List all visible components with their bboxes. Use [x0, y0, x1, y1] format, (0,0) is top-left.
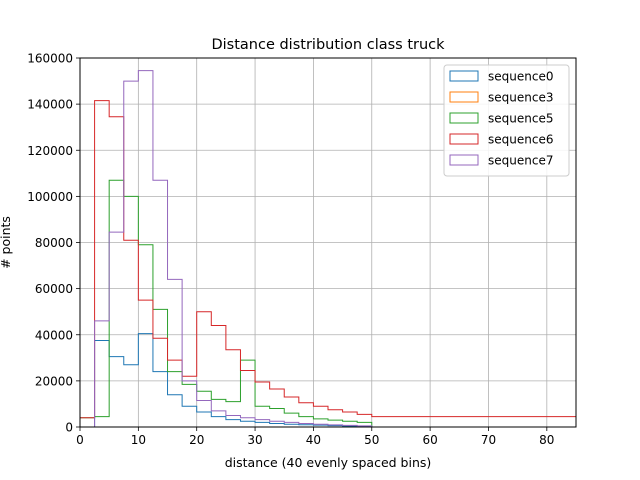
- y-tick-label-8: 160000: [27, 52, 73, 66]
- x-axis-label: distance (40 evenly spaced bins): [225, 455, 432, 470]
- series-step-sequence7: [80, 70, 576, 428]
- legend-label-sequence5: sequence5: [488, 112, 553, 126]
- x-tick-label-7: 70: [481, 433, 496, 447]
- legend-label-sequence0: sequence0: [488, 70, 553, 84]
- y-tick-label-2: 40000: [35, 328, 73, 342]
- x-tick-label-8: 80: [539, 433, 554, 447]
- legend-frame: [443, 64, 570, 177]
- axis-ticks: 0 10 20 30 40 50 60 70 80 0 20000 40000 60000 80000 10…: [27, 52, 554, 448]
- x-tick-label-1: 10: [131, 433, 146, 447]
- legend-label-sequence7: sequence7: [488, 154, 553, 168]
- y-tick-label-4: 80000: [35, 236, 73, 250]
- y-tick-label-1: 20000: [35, 374, 73, 388]
- legend-swatch-sequence0: [449, 70, 479, 82]
- x-tick-label-6: 60: [422, 433, 437, 447]
- x-tick-label-2: 20: [189, 433, 204, 447]
- legend-swatch-sequence3: [449, 91, 479, 103]
- series-step-sequence6: [79, 100, 577, 427]
- legend-label-sequence3: sequence3: [488, 91, 553, 105]
- y-tick-label-7: 140000: [27, 98, 73, 112]
- y-tick-label-5: 100000: [27, 190, 73, 204]
- chart-title: Distance distribution class truck: [211, 37, 445, 53]
- series-step-sequence0: [80, 333, 576, 428]
- x-tick-label-3: 30: [247, 433, 262, 447]
- legend-swatch-sequence7: [449, 154, 479, 166]
- x-tick-label-4: 40: [306, 433, 321, 447]
- y-tick-label-6: 120000: [27, 144, 73, 158]
- legend: sequence0 sequence3 sequence5 sequence6 sequ…: [443, 64, 570, 177]
- legend-label-sequence6: sequence6: [488, 133, 553, 147]
- y-axis-label: # points: [0, 216, 13, 269]
- y-tick-label-0: 0: [65, 421, 73, 435]
- y-tick-label-3: 60000: [35, 282, 73, 296]
- x-tick-label-5: 50: [364, 433, 379, 447]
- legend-swatch-sequence6: [449, 133, 479, 145]
- x-tick-label-0: 0: [76, 433, 84, 447]
- legend-swatch-sequence5: [449, 112, 479, 124]
